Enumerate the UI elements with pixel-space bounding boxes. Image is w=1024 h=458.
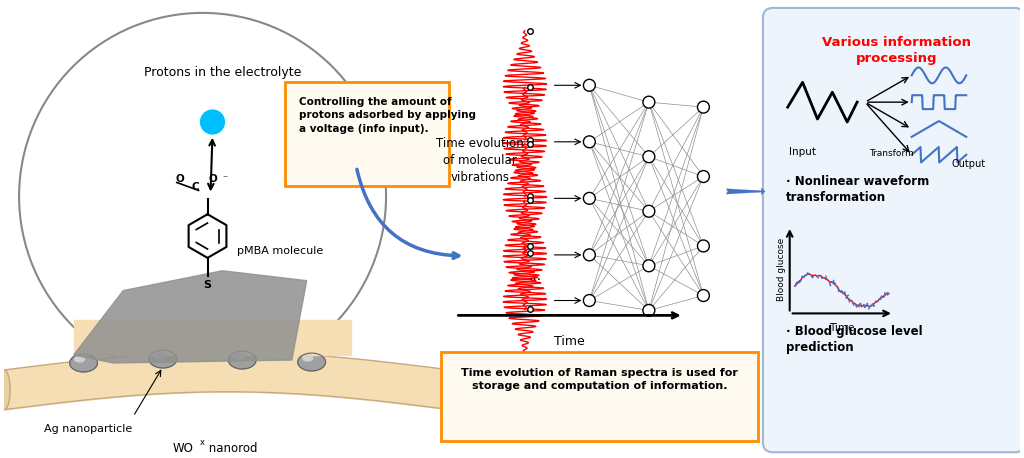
Ellipse shape: [303, 355, 312, 361]
Text: Various information
processing: Various information processing: [822, 36, 972, 65]
Circle shape: [643, 260, 654, 272]
Circle shape: [584, 294, 595, 306]
Text: Time: Time: [554, 335, 585, 348]
Polygon shape: [74, 320, 351, 355]
Text: C: C: [191, 182, 200, 192]
Text: · Nonlinear waveform
transformation: · Nonlinear waveform transformation: [785, 174, 929, 203]
Circle shape: [697, 170, 710, 182]
Ellipse shape: [233, 353, 244, 359]
Text: Input: Input: [790, 147, 816, 157]
Circle shape: [643, 305, 654, 316]
Text: Transform: Transform: [869, 149, 913, 158]
Text: · Blood glucose level
prediction: · Blood glucose level prediction: [785, 325, 923, 354]
Circle shape: [643, 151, 654, 163]
FancyBboxPatch shape: [763, 8, 1024, 452]
Text: WO: WO: [173, 442, 194, 455]
Text: Time: Time: [829, 323, 854, 333]
Text: Output: Output: [951, 158, 985, 169]
Ellipse shape: [70, 354, 97, 372]
Text: Controlling the amount of
protons adsorbed by applying
a voltage (info input).: Controlling the amount of protons adsorb…: [299, 97, 476, 134]
Circle shape: [643, 205, 654, 217]
Text: nanorod: nanorod: [205, 442, 257, 455]
Ellipse shape: [298, 353, 326, 371]
Text: x: x: [200, 438, 205, 447]
Polygon shape: [74, 271, 307, 363]
Text: Time evolution
of molecular
vibrations: Time evolution of molecular vibrations: [436, 137, 524, 184]
FancyBboxPatch shape: [440, 352, 758, 442]
Text: Protons in the electrolyte: Protons in the electrolyte: [143, 66, 301, 79]
Ellipse shape: [154, 352, 164, 358]
Circle shape: [697, 289, 710, 301]
Text: O: O: [208, 174, 217, 185]
Ellipse shape: [75, 356, 85, 362]
Ellipse shape: [444, 370, 457, 409]
Ellipse shape: [0, 370, 10, 409]
Text: Blood glucose: Blood glucose: [777, 238, 786, 301]
Text: Time evolution of Raman spectra is used for
storage and computation of informati: Time evolution of Raman spectra is used …: [461, 368, 737, 391]
Circle shape: [584, 79, 595, 91]
Circle shape: [584, 249, 595, 261]
Circle shape: [584, 136, 595, 148]
Text: Ag nanoparticle: Ag nanoparticle: [44, 425, 133, 435]
Text: S: S: [204, 280, 212, 289]
Text: pMBA molecule: pMBA molecule: [238, 246, 324, 256]
Ellipse shape: [228, 351, 256, 369]
Ellipse shape: [150, 350, 177, 368]
Circle shape: [584, 192, 595, 204]
FancyBboxPatch shape: [285, 82, 449, 186]
Text: ...: ...: [528, 269, 542, 283]
Circle shape: [201, 110, 224, 134]
Circle shape: [643, 96, 654, 108]
Text: O: O: [175, 174, 184, 185]
Circle shape: [697, 101, 710, 113]
Text: ⁻: ⁻: [223, 174, 228, 185]
Circle shape: [697, 240, 710, 252]
